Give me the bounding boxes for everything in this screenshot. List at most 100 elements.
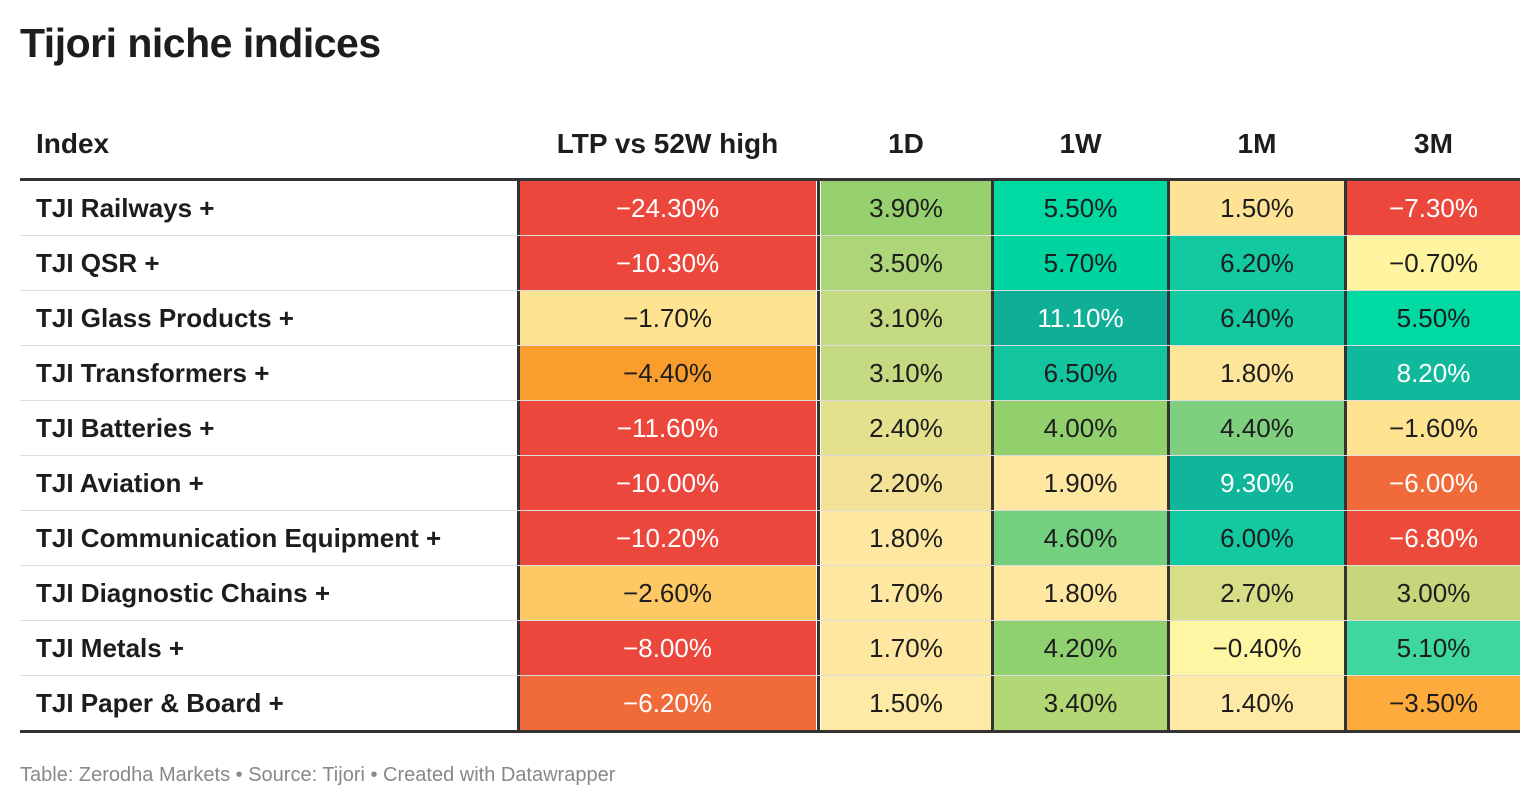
column-header-index: Index — [36, 128, 110, 159]
column-separator — [991, 346, 994, 400]
column-separator — [1344, 566, 1347, 620]
column-separator — [817, 511, 820, 565]
row-label: TJI Glass Products + — [36, 302, 294, 333]
cell-1w: 4.60% — [994, 511, 1167, 565]
column-separator — [1344, 456, 1347, 510]
column-separator — [1167, 401, 1170, 455]
column-separator — [1344, 236, 1347, 290]
column-separator — [517, 236, 520, 290]
column-separator — [817, 236, 820, 290]
cell-1d: 1.80% — [821, 511, 991, 565]
cell-1w: 1.90% — [994, 456, 1167, 510]
column-separator — [817, 456, 820, 510]
column-header-1d: 1D — [888, 128, 924, 159]
column-separator — [517, 346, 520, 400]
column-separator — [1167, 346, 1170, 400]
column-separator — [517, 401, 520, 455]
table-row: TJI Batteries + −11.60% 2.40% 4.00% 4.40% −1.… — [20, 401, 1520, 456]
column-separator — [991, 676, 994, 730]
column-separator — [817, 401, 820, 455]
row-label: TJI QSR + — [36, 247, 160, 278]
column-separator — [517, 291, 520, 345]
cell-1m: 6.40% — [1170, 291, 1344, 345]
cell-1d: 1.70% — [821, 566, 991, 620]
row-label: TJI Communication Equipment + — [36, 522, 442, 553]
row-label: TJI Transformers + — [36, 357, 270, 388]
cell-3m: 3.00% — [1347, 566, 1520, 620]
cell-3m: 5.10% — [1347, 621, 1520, 675]
column-separator — [817, 621, 820, 675]
column-separator — [991, 291, 994, 345]
cell-1d: 2.20% — [821, 456, 991, 510]
chart-title: Tijori niche indices — [20, 20, 381, 66]
column-separator — [991, 456, 994, 510]
cell-3m: −6.00% — [1347, 456, 1520, 510]
column-separator — [1344, 181, 1347, 235]
cell-1m: 1.40% — [1170, 676, 1344, 730]
cell-1w: 5.70% — [994, 236, 1167, 290]
cell-3m: 5.50% — [1347, 291, 1520, 345]
cell-1w: 6.50% — [994, 346, 1167, 400]
table-row: TJI QSR + −10.30% 3.50% 5.70% 6.20% −0.70% — [20, 236, 1520, 291]
column-separator — [1344, 291, 1347, 345]
column-header-1w: 1W — [1059, 128, 1102, 159]
column-header-1m: 1M — [1237, 128, 1277, 159]
cell-1d: 3.10% — [821, 346, 991, 400]
cell-ltp-vs-52w-high: −10.00% — [519, 456, 816, 510]
column-separator — [517, 676, 520, 730]
cell-1d: 2.40% — [821, 401, 991, 455]
column-separator — [1167, 456, 1170, 510]
cell-3m: −7.30% — [1347, 181, 1520, 235]
cell-1d: 3.90% — [821, 181, 991, 235]
cell-1m: 6.00% — [1170, 511, 1344, 565]
row-label: TJI Aviation + — [36, 467, 204, 498]
column-separator — [991, 621, 994, 675]
row-label: TJI Railways + — [36, 192, 215, 223]
column-separator — [1344, 676, 1347, 730]
row-label: TJI Diagnostic Chains + — [36, 577, 331, 608]
column-separator — [991, 181, 994, 235]
column-separator — [517, 456, 520, 510]
cell-1d: 3.10% — [821, 291, 991, 345]
cell-1m: 1.50% — [1170, 181, 1344, 235]
column-separator — [1167, 511, 1170, 565]
table-row: TJI Paper & Board + −6.20% 1.50% 3.40% 1.40%… — [20, 676, 1520, 733]
cell-ltp-vs-52w-high: −8.00% — [519, 621, 816, 675]
cell-1w: 4.20% — [994, 621, 1167, 675]
cell-1m: 1.80% — [1170, 346, 1344, 400]
cell-ltp-vs-52w-high: −11.60% — [519, 401, 816, 455]
cell-1m: 6.20% — [1170, 236, 1344, 290]
column-separator — [517, 566, 520, 620]
column-header-3m: 3M — [1414, 128, 1453, 159]
column-separator — [817, 566, 820, 620]
column-separator — [1344, 346, 1347, 400]
cell-3m: −6.80% — [1347, 511, 1520, 565]
row-label: TJI Paper & Board + — [36, 687, 284, 718]
cell-ltp-vs-52w-high: −1.70% — [519, 291, 816, 345]
table-row: TJI Transformers + −4.40% 3.10% 6.50% 1.80% 8… — [20, 346, 1520, 401]
cell-1w: 1.80% — [994, 566, 1167, 620]
column-separator — [991, 236, 994, 290]
cell-1w: 5.50% — [994, 181, 1167, 235]
column-separator — [991, 566, 994, 620]
cell-1w: 3.40% — [994, 676, 1167, 730]
cell-1m: 4.40% — [1170, 401, 1344, 455]
column-separator — [517, 181, 520, 235]
table-row: TJI Railways + −24.30% 3.90% 5.50% 1.50% −7.3… — [20, 181, 1520, 236]
cell-1d: 3.50% — [821, 236, 991, 290]
cell-1m: 9.30% — [1170, 456, 1344, 510]
column-separator — [1344, 511, 1347, 565]
column-separator — [817, 291, 820, 345]
cell-1w: 4.00% — [994, 401, 1167, 455]
column-separator — [1167, 181, 1170, 235]
row-label: TJI Metals + — [36, 632, 185, 663]
cell-1w: 11.10% — [994, 291, 1167, 345]
table-row: TJI Glass Products + −1.70% 3.10% 11.10% 6.4… — [20, 291, 1520, 346]
table-row: TJI Aviation + −10.00% 2.20% 1.90% 9.30% −6.0… — [20, 456, 1520, 511]
cell-ltp-vs-52w-high: −10.20% — [519, 511, 816, 565]
column-separator — [1167, 621, 1170, 675]
row-label: TJI Batteries + — [36, 412, 215, 443]
table-row: TJI Metals + −8.00% 1.70% 4.20% −0.40% 5.10% — [20, 621, 1520, 676]
cell-ltp-vs-52w-high: −2.60% — [519, 566, 816, 620]
cell-1d: 1.50% — [821, 676, 991, 730]
